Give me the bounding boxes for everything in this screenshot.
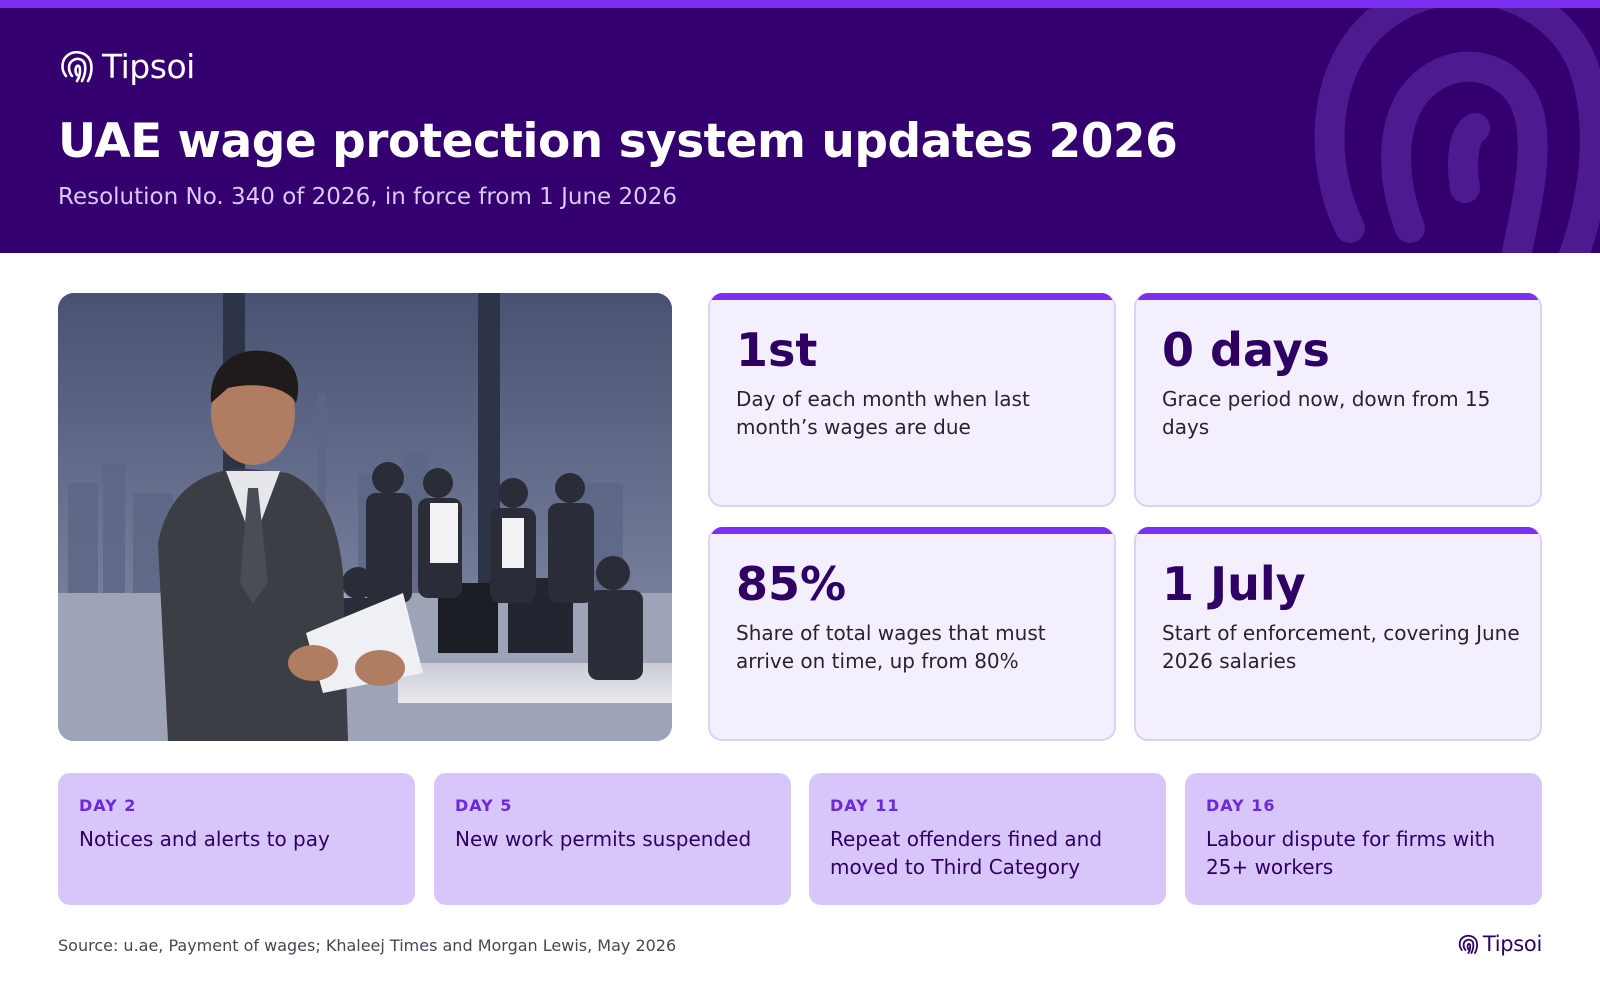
timeline-day-text: Notices and alerts to pay <box>79 827 330 851</box>
office-photo <box>58 293 672 741</box>
timeline-card-day-11: DAY 11 Repeat offenders fined and moved … <box>809 773 1166 905</box>
stat-description: Day of each month when last month’s wage… <box>736 387 1030 439</box>
timeline-day-text: Repeat offenders fined and moved to Thir… <box>830 827 1103 879</box>
footer-brand-logo[interactable]: Tipsoi <box>1457 932 1542 956</box>
brand-name: Tipsoi <box>102 46 195 86</box>
stat-description: Share of total wages that must arrive on… <box>736 621 1046 673</box>
header-banner: Tipsoi UAE wage protection system update… <box>0 8 1600 253</box>
stat-description: Grace period now, down from 15 days <box>1162 387 1491 439</box>
source-note: Source: u.ae, Payment of wages; Khaleej … <box>58 936 677 955</box>
timeline-card-day-2: DAY 2 Notices and alerts to pay <box>58 773 415 905</box>
timeline-day-text: New work permits suspended <box>455 827 752 851</box>
timeline-day-text: Labour dispute for firms with 25+ worker… <box>1206 827 1496 879</box>
fingerprint-icon <box>61 50 93 83</box>
office-scene-image <box>58 293 672 741</box>
timeline-day-label: DAY 11 <box>830 796 900 815</box>
stat-card-due-date: 1st Day of each month when last month’s … <box>708 293 1116 507</box>
stat-value: 1 July <box>1162 557 1306 611</box>
page-title: UAE wage protection system updates 2026 <box>58 114 1178 169</box>
stat-value: 1st <box>736 323 818 377</box>
footer-brand-name: Tipsoi <box>1482 932 1542 956</box>
stat-card-grace-period: 0 days Grace period now, down from 15 da… <box>1134 293 1542 507</box>
fingerprint-icon <box>1458 934 1478 954</box>
top-accent-bar <box>0 0 1600 8</box>
timeline-card-day-5: DAY 5 New work permits suspended <box>434 773 791 905</box>
stat-value: 0 days <box>1162 323 1330 377</box>
fingerprint-decoration <box>1314 8 1600 253</box>
timeline-day-label: DAY 2 <box>79 796 137 815</box>
stat-card-wage-share: 85% Share of total wages that must arriv… <box>708 527 1116 741</box>
stat-card-enforcement: 1 July Start of enforcement, covering Ju… <box>1134 527 1542 741</box>
timeline-day-label: DAY 16 <box>1206 796 1276 815</box>
timeline-card-day-16: DAY 16 Labour dispute for firms with 25+… <box>1185 773 1542 905</box>
page-subtitle: Resolution No. 340 of 2026, in force fro… <box>58 184 678 210</box>
stat-value: 85% <box>736 557 847 611</box>
timeline-day-label: DAY 5 <box>455 796 513 815</box>
brand-logo[interactable]: Tipsoi <box>58 46 195 86</box>
stat-description: Start of enforcement, covering June 2026… <box>1162 621 1520 673</box>
